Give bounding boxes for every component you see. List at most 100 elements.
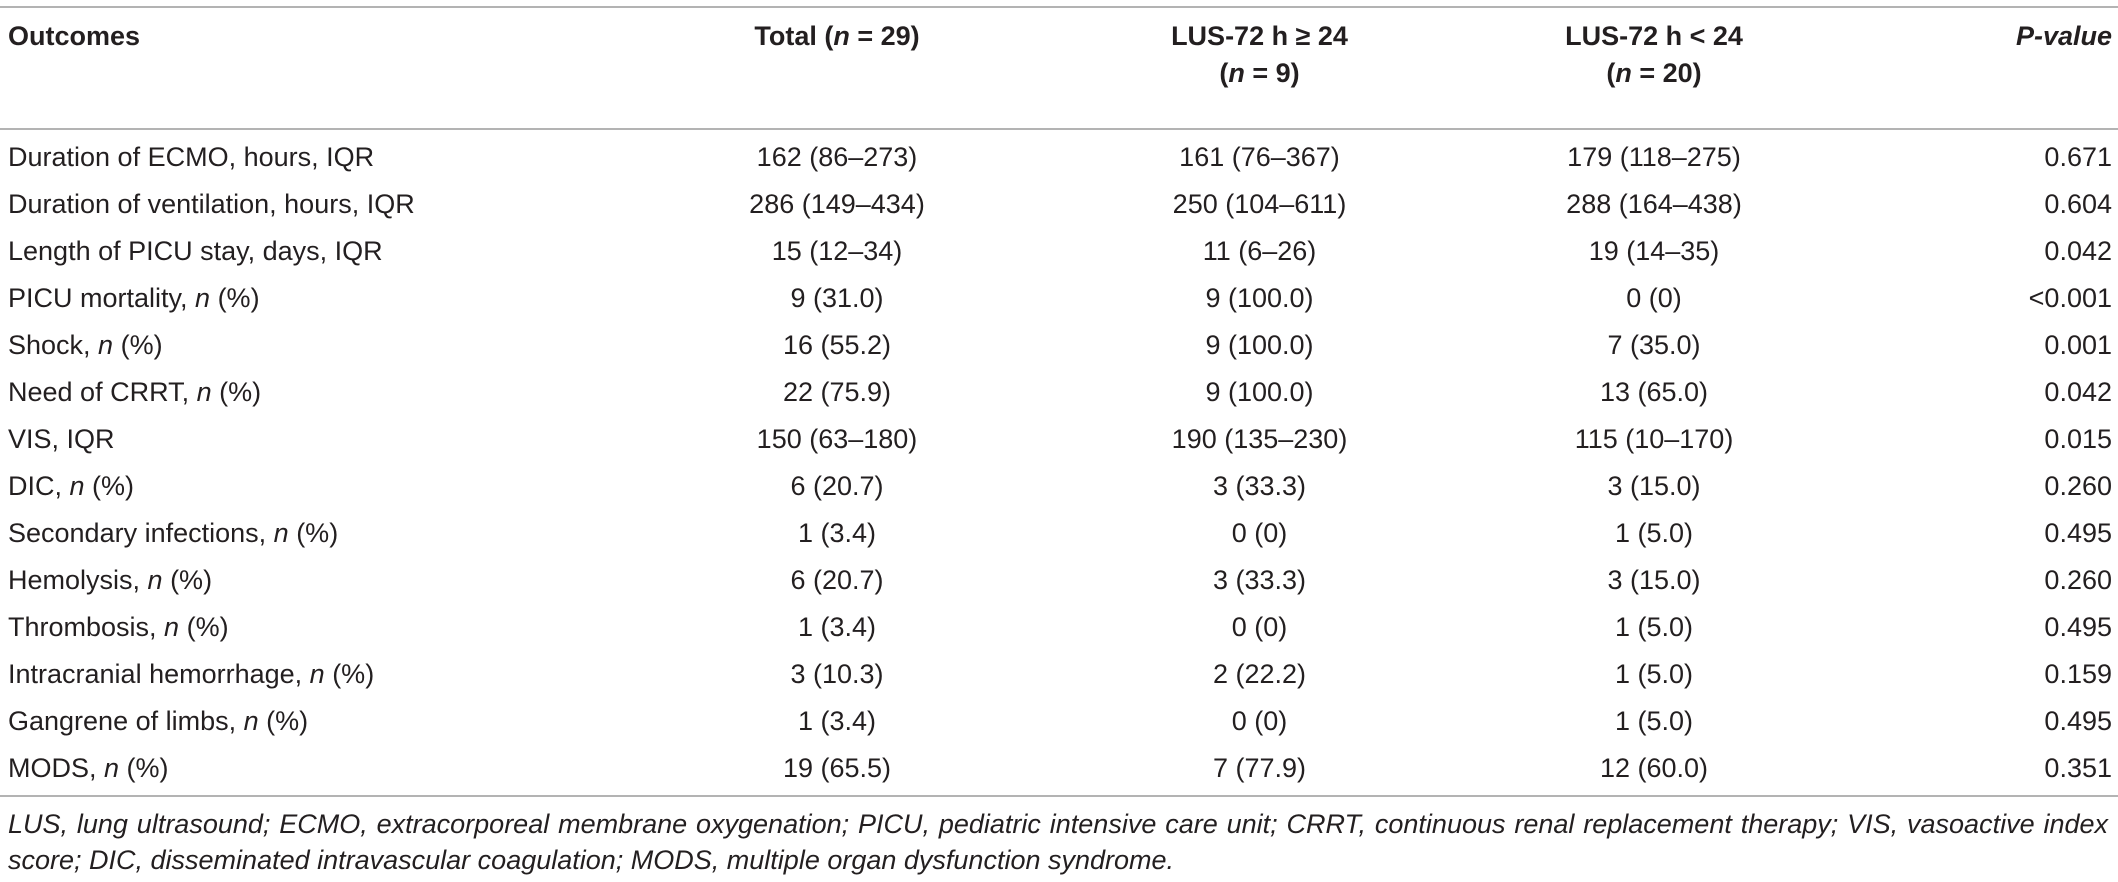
row-label: Duration of ventilation, hours, IQR (8, 189, 415, 219)
row-label: Duration of ECMO, hours, IQR (8, 142, 375, 172)
cell-p-value: 0.495 (2044, 518, 2112, 548)
cell-lus-low: 1 (5.0) (1614, 706, 1694, 736)
cell-total: 6 (20.7) (790, 565, 884, 595)
table-row: MODS, n (%) 19 (65.5) 7 (77.9) 12 (60.0) 0.3… (0, 745, 2112, 792)
cell-lus-low: 179 (118–275) (1567, 142, 1741, 172)
row-label: PICU mortality, n (%) (8, 283, 260, 313)
header-lus-high: LUS-72 h ≥ 24 (n = 9) (1171, 21, 1348, 88)
table-body: Duration of ECMO, hours, IQR 162 (86–273)… (0, 118, 2112, 792)
table-top-rule (0, 6, 2118, 8)
cell-p-value: 0.159 (2044, 659, 2112, 689)
cell-total: 15 (12–34) (771, 236, 903, 266)
cell-lus-high: 9 (100.0) (1205, 283, 1314, 313)
cell-lus-low: 3 (15.0) (1607, 565, 1701, 595)
cell-lus-low: 3 (15.0) (1607, 471, 1701, 501)
table-row: Secondary infections, n (%) 1 (3.4) 0 (0) 1… (0, 510, 2112, 557)
cell-total: 1 (3.4) (797, 518, 877, 548)
cell-total: 286 (149–434) (749, 189, 925, 219)
cell-lus-high: 161 (76–367) (1179, 142, 1340, 172)
cell-lus-low: 1 (5.0) (1614, 612, 1694, 642)
header-lus-high-n: (n = 9) (1219, 58, 1300, 88)
cell-p-value: 0.015 (2044, 424, 2112, 454)
table-row: VIS, IQR 150 (63–180) 190 (135–230) 115 (10… (0, 416, 2112, 463)
header-outcomes: Outcomes (8, 21, 141, 51)
cell-p-value: 0.260 (2044, 565, 2112, 595)
table-header-rule (0, 128, 2118, 130)
table-row: Duration of ventilation, hours, IQR 286 (… (0, 181, 2112, 228)
cell-lus-low: 0 (0) (1626, 283, 1682, 313)
cell-total: 19 (65.5) (782, 753, 892, 783)
row-label: MODS, n (%) (8, 753, 169, 783)
table-row: Shock, n (%) 16 (55.2) 9 (100.0) 7 (35.0) 0.… (0, 322, 2112, 369)
cell-lus-high: 0 (0) (1231, 612, 1288, 642)
cell-total: 150 (63–180) (756, 424, 918, 454)
cell-total: 22 (75.9) (782, 377, 892, 407)
cell-lus-high: 0 (0) (1231, 518, 1288, 548)
cell-lus-high: 9 (100.0) (1205, 377, 1314, 407)
cell-lus-high: 11 (6–26) (1202, 236, 1317, 266)
table-row: Thrombosis, n (%) 1 (3.4) 0 (0) 1 (5.0) 0.49… (0, 604, 2112, 651)
row-label: Thrombosis, n (%) (8, 612, 229, 642)
table-row: Length of PICU stay, days, IQR 15 (12–34)… (0, 228, 2112, 275)
table-footnote: LUS, lung ultrasound; ECMO, extracorpore… (8, 809, 2108, 875)
cell-total: 162 (86–273) (756, 142, 918, 172)
row-label: Shock, n (%) (8, 330, 163, 360)
cell-lus-low: 115 (10–170) (1574, 424, 1734, 454)
row-label: Need of CRRT, n (%) (8, 377, 262, 407)
cell-lus-high: 0 (0) (1231, 706, 1288, 736)
table-row: Hemolysis, n (%) 6 (20.7) 3 (33.3) 3 (15.0)… (0, 557, 2112, 604)
cell-lus-high: 3 (33.3) (1212, 471, 1307, 501)
row-label: Hemolysis, n (%) (8, 565, 213, 595)
cell-total: 6 (20.7) (790, 471, 884, 501)
table-row: Gangrene of limbs, n (%) 1 (3.4) 0 (0) 1 (5… (0, 698, 2112, 745)
cell-lus-low: 19 (14–35) (1588, 236, 1720, 266)
cell-lus-low: 7 (35.0) (1607, 330, 1701, 360)
cell-lus-low: 13 (65.0) (1599, 377, 1709, 407)
table-row: PICU mortality, n (%) 9 (31.0) 9 (100.0) 0 … (0, 275, 2112, 322)
cell-total: 9 (31.0) (790, 283, 884, 313)
cell-p-value: 0.042 (2044, 236, 2112, 266)
table-row: Duration of ECMO, hours, IQR 162 (86–273)… (0, 118, 2112, 181)
cell-p-value: 0.604 (2044, 189, 2112, 219)
table-row: Intracranial hemorrhage, n (%) 3 (10.3) 2 … (0, 651, 2112, 698)
header-lus-low: LUS-72 h < 24 (n = 20) (1565, 21, 1743, 88)
cell-lus-high: 250 (104–611) (1172, 189, 1347, 219)
row-label: Gangrene of limbs, n (%) (8, 706, 309, 736)
cell-p-value: 0.671 (2044, 142, 2112, 172)
table-row: DIC, n (%) 6 (20.7) 3 (33.3) 3 (15.0) 0.260 (0, 463, 2112, 510)
table-bottom-rule (0, 795, 2118, 797)
cell-lus-high: 2 (22.2) (1212, 659, 1307, 689)
cell-lus-high: 3 (33.3) (1212, 565, 1307, 595)
header-lus-low-n: (n = 20) (1606, 58, 1702, 88)
cell-lus-low: 288 (164–438) (1566, 189, 1742, 219)
cell-p-value: 0.001 (2044, 330, 2112, 360)
cell-p-value: <0.001 (2028, 283, 2112, 313)
header-total: Total (n = 29) (754, 21, 920, 51)
row-label: Intracranial hemorrhage, n (%) (8, 659, 375, 689)
row-label: VIS, IQR (8, 424, 115, 454)
cell-p-value: 0.495 (2044, 706, 2112, 736)
cell-total: 16 (55.2) (782, 330, 892, 360)
cell-lus-low: 12 (60.0) (1599, 753, 1709, 783)
table-header: Outcomes Total (n = 29) LUS-72 h ≥ 24 (n … (0, 8, 2112, 118)
cell-p-value: 0.260 (2044, 471, 2112, 501)
table-row: Need of CRRT, n (%) 22 (75.9) 9 (100.0) 13 … (0, 369, 2112, 416)
cell-p-value: 0.495 (2044, 612, 2112, 642)
row-label: Secondary infections, n (%) (8, 518, 339, 548)
cell-lus-high: 9 (100.0) (1205, 330, 1314, 360)
cell-lus-low: 1 (5.0) (1614, 518, 1694, 548)
cell-lus-low: 1 (5.0) (1614, 659, 1694, 689)
cell-p-value: 0.042 (2044, 377, 2112, 407)
cell-lus-high: 7 (77.9) (1212, 753, 1307, 783)
cell-lus-high: 190 (135–230) (1171, 424, 1348, 454)
cell-total: 1 (3.4) (797, 612, 877, 642)
row-label: DIC, n (%) (8, 471, 135, 501)
header-p-value: P-value (2015, 21, 2112, 51)
outcomes-table: Outcomes Total (n = 29) LUS-72 h ≥ 24 (n … (0, 8, 2112, 792)
row-label: Length of PICU stay, days, IQR (8, 236, 383, 266)
cell-p-value: 0.351 (2044, 753, 2112, 783)
cell-total: 3 (10.3) (790, 659, 884, 689)
header-row: Outcomes Total (n = 29) LUS-72 h ≥ 24 (n … (0, 8, 2112, 118)
cell-total: 1 (3.4) (797, 706, 877, 736)
